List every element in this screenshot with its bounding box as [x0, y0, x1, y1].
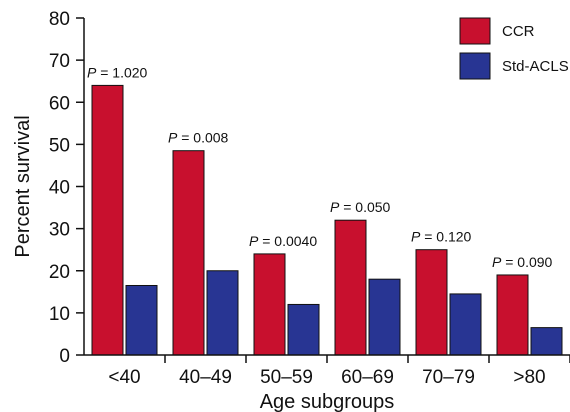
p-value-label: P = 0.120: [411, 229, 472, 245]
p-symbol: P: [168, 130, 178, 146]
legend: CCR Std-ACLS: [459, 17, 569, 80]
x-tick-label: 40–49: [179, 367, 232, 388]
y-tick-label: 10: [49, 304, 70, 325]
p-value-label: P = 0.008: [168, 130, 229, 146]
p-value-label: P = 0.090: [492, 254, 553, 270]
legend-label-ccr: CCR: [502, 23, 535, 40]
bar-ccr: [334, 219, 367, 356]
bar-ccr: [172, 150, 205, 356]
p-value-text: = 0.050: [339, 199, 390, 215]
y-tick-label: 70: [49, 51, 70, 72]
bar-ccr: [253, 253, 286, 356]
y-tick-label: 40: [49, 178, 70, 199]
bar-std-acls: [125, 284, 158, 356]
legend-swatch-std-acls: [459, 52, 491, 80]
bars-group: [91, 84, 563, 356]
p-value-text: = 0.008: [177, 130, 228, 146]
bar-std-acls: [530, 327, 563, 356]
y-tick-label: 30: [49, 220, 70, 241]
p-symbol: P: [411, 229, 421, 245]
x-tick-label: >80: [513, 367, 545, 388]
x-ticks: <40 40–49 50–59 60–69 70–79 >80: [108, 355, 570, 388]
y-tick-label: 60: [49, 93, 70, 114]
y-tick-label: 20: [49, 262, 70, 283]
bar-std-acls: [287, 303, 320, 356]
p-value-text: = 0.120: [420, 229, 471, 245]
x-tick-label: 60–69: [341, 367, 394, 388]
p-value-label: P = 0.0040: [249, 233, 317, 249]
x-axis-label: Age subgroups: [260, 391, 395, 412]
p-value-label: P = 1.020: [87, 64, 148, 80]
bar-ccr: [496, 274, 529, 356]
legend-label-std-acls: Std-ACLS: [502, 58, 569, 75]
y-tick-label: 0: [59, 346, 70, 367]
x-tick-label: <40: [108, 367, 140, 388]
y-ticks: 0 10 20 30 40 50 60 70 80: [49, 9, 84, 367]
p-symbol: P: [330, 199, 340, 215]
y-axis-label: Percent survival: [12, 115, 34, 257]
x-tick-label: 70–79: [422, 367, 475, 388]
p-value-text: = 0.0040: [258, 233, 317, 249]
p-symbol: P: [87, 64, 97, 80]
bar-std-acls: [368, 278, 401, 356]
bar-ccr: [415, 249, 448, 356]
bar-std-acls: [449, 293, 482, 356]
p-value-text: = 0.090: [501, 254, 552, 270]
legend-swatch-ccr: [459, 17, 491, 45]
y-tick-label: 50: [49, 135, 70, 156]
bar-std-acls: [206, 270, 239, 356]
p-symbol: P: [249, 233, 259, 249]
x-tick-label: 50–59: [260, 367, 313, 388]
bar-ccr: [91, 84, 124, 356]
p-symbol: P: [492, 254, 502, 270]
y-tick-label: 80: [49, 9, 70, 30]
p-value-label: P = 0.050: [330, 199, 391, 215]
p-value-text: = 1.020: [96, 64, 147, 80]
